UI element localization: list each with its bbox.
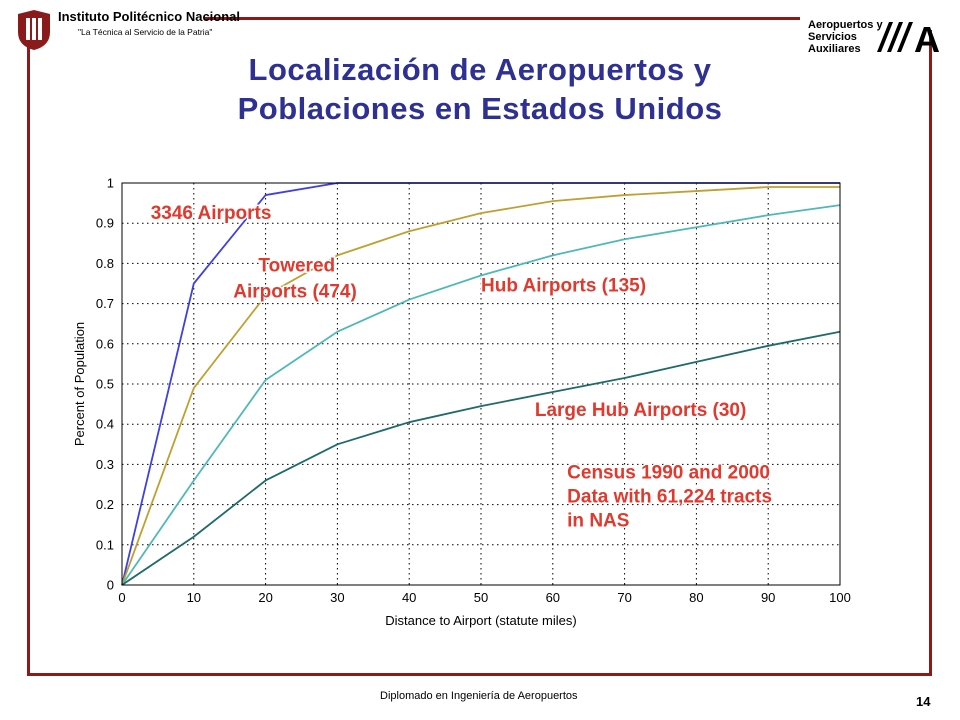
footer-text: Diplomado en Ingeniería de Aeropuertos [380, 690, 578, 702]
y-tick-label: 0.8 [96, 256, 114, 271]
y-tick-label: 1 [107, 176, 114, 191]
y-axis-label: Percent of Population [72, 322, 87, 446]
y-tick-label: 0.6 [96, 336, 114, 351]
frame-gap-right [800, 10, 960, 30]
department-logo-icon: A [877, 20, 940, 54]
y-tick-label: 0 [107, 578, 114, 593]
department-line-1: Aeropuertos y [808, 19, 883, 31]
annotation-label-5: Large Hub Airports (30) [535, 400, 747, 421]
department-line-2: Servicios [808, 31, 857, 43]
y-tick-label: 0.1 [96, 537, 114, 552]
y-tick-label: 0.4 [96, 417, 114, 432]
axis-ticks: 0 10 20 30 40 50 60 70 80 90 100 0 0.1 0.2 0.3 0.4 0.5 0.… [96, 176, 851, 606]
annotations: 3346 Airports Towered Airports (474) Hub Ai… [149, 202, 773, 534]
x-tick-label: 70 [617, 590, 631, 605]
annotation-label-2: Towered [258, 255, 335, 276]
plot-border [121, 182, 841, 586]
annotation-label-1: 3346 Airports [151, 203, 272, 224]
x-tick-label: 80 [689, 590, 703, 605]
frame-gap-left [0, 10, 205, 30]
annotation-label-3: Airports (474) [233, 282, 357, 303]
annotation-label-7: Data with 61,224 tracts [567, 487, 772, 508]
slide-frame [27, 17, 932, 676]
x-tick-label: 10 [187, 590, 201, 605]
y-tick-label: 0.3 [96, 457, 114, 472]
y-tick-label: 0.2 [96, 497, 114, 512]
series-line-4 [121, 330, 841, 586]
department-name: Aeropuertos y Servicios Auxiliares [808, 19, 883, 55]
department-logo-letter: A [914, 20, 940, 54]
x-tick-label: 20 [258, 590, 272, 605]
department-line-3: Auxiliares [808, 43, 861, 55]
slide-title: Localización de Aeropuertos y Poblacione… [100, 50, 860, 128]
chart-svg: 0 10 20 30 40 50 60 70 80 90 100 0 0.1 0.2 0.3 0.4 0.5 0.… [72, 176, 851, 629]
y-tick-label: 0.9 [96, 216, 114, 231]
y-tick-label: 0.5 [96, 377, 114, 392]
population-chart: 0 10 20 30 40 50 60 70 80 90 100 0 0.1 0.2 0.3 0.4 0.5 0.… [60, 168, 860, 638]
y-tick-label: 0.7 [96, 296, 114, 311]
series-line-3 [121, 204, 841, 586]
series-line-2 [121, 186, 840, 586]
institution-motto: "La Técnica al Servicio de la Patria" [78, 27, 213, 37]
grid [122, 183, 840, 585]
slide-title-line-2: Poblaciones en Estados Unidos [237, 91, 723, 126]
x-tick-label: 90 [761, 590, 775, 605]
x-tick-label: 30 [330, 590, 344, 605]
institution-name: Instituto Politécnico Nacional [58, 9, 241, 24]
annotation-label-4: Hub Airports (135) [481, 276, 646, 297]
x-tick-label: 60 [546, 590, 560, 605]
x-tick-label: 100 [829, 590, 851, 605]
x-tick-label: 50 [474, 590, 488, 605]
x-tick-label: 40 [402, 590, 416, 605]
annotation-label-6: Census 1990 and 2000 [567, 462, 770, 483]
page-number: 14 [916, 694, 931, 709]
ipn-logo-icon [18, 10, 50, 50]
slide-title-line-1: Localización de Aeropuertos y [248, 52, 712, 87]
x-tick-label: 0 [118, 590, 125, 605]
annotation-label-8: in NAS [567, 511, 629, 532]
x-axis-label: Distance to Airport (statute miles) [385, 613, 576, 628]
